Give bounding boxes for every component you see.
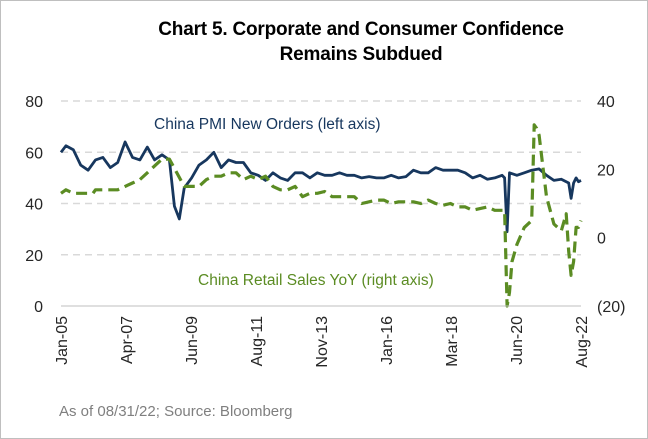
series-layer: [59, 123, 583, 308]
y-right-tick-label: 40: [597, 94, 615, 111]
x-tick-label: Aug-11: [249, 316, 266, 367]
x-tick-label: Nov-13: [314, 316, 331, 368]
series-line-pmi: [59, 140, 582, 234]
y-left-tick-label: 60: [25, 145, 43, 162]
source-note: As of 08/31/22; Source: Bloomberg: [59, 403, 293, 420]
x-tick-label: Aug-22: [574, 316, 591, 368]
gridlines: [61, 100, 581, 256]
y-right-tick-label: 0: [597, 231, 606, 248]
axes: 0 20 40 60 80 (20) 0 20 40 Jan-05 Apr-07 Jun-09 Aug-…: [25, 94, 625, 368]
y-right-tick-label: (20): [597, 299, 625, 316]
y-left-tick-label: 40: [25, 197, 43, 214]
chart-title-line-2: Remains Subdued: [279, 44, 443, 65]
series-label-pmi: China PMI New Orders (left axis): [154, 116, 381, 133]
chart-title: Chart 5. Corporate and Consumer Confiden…: [61, 17, 648, 67]
y-left-tick-label: 20: [25, 248, 43, 265]
series-line-retail: [60, 123, 583, 308]
x-tick-label: Jun-09: [184, 316, 201, 365]
y-left-tick-label: 80: [25, 94, 43, 111]
series-label-retail: China Retail Sales YoY (right axis): [198, 272, 434, 289]
x-tick-label: Apr-07: [119, 316, 136, 364]
x-tick-label: Mar-18: [444, 316, 461, 367]
y-left-tick-label: 0: [34, 299, 43, 316]
chart-title-line-1: Chart 5. Corporate and Consumer Confiden…: [158, 19, 564, 40]
x-tick-label: Jan-16: [379, 316, 396, 365]
x-tick-label: Jan-05: [54, 316, 71, 365]
x-tick-label: Jun-20: [509, 316, 526, 365]
y-right-tick-label: 20: [597, 162, 615, 179]
series-labels: China PMI New Orders (left axis) China R…: [154, 116, 434, 289]
